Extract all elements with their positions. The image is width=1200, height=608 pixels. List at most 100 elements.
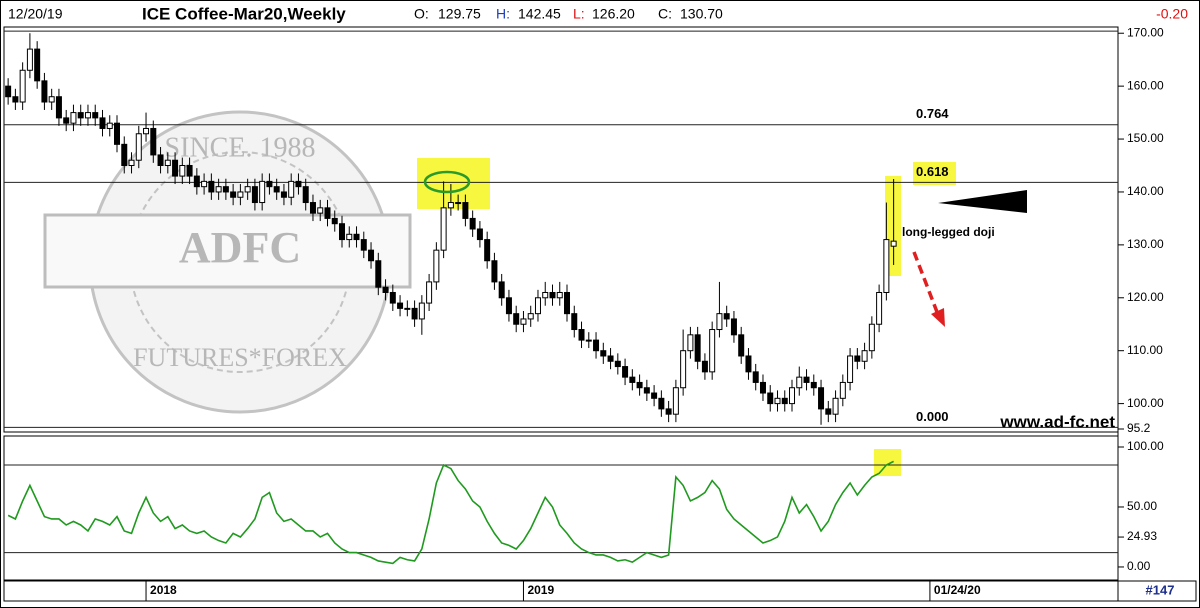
candle-body	[273, 186, 280, 193]
candle-body	[411, 307, 418, 320]
candle-body	[781, 397, 788, 405]
ohlc-value: 129.75	[438, 6, 481, 22]
candle-body	[774, 397, 781, 405]
candle-body	[759, 381, 766, 394]
candle-body	[259, 180, 266, 204]
y-tick-label: 100.00	[1127, 439, 1164, 453]
candle-body	[331, 217, 338, 225]
candle-body	[803, 376, 810, 383]
candle-body	[564, 291, 571, 315]
candle-body	[600, 350, 607, 357]
candle-body	[186, 165, 193, 177]
candle-body	[317, 207, 324, 214]
candle-body	[513, 313, 520, 325]
highlight	[913, 162, 956, 185]
candle-body	[426, 281, 433, 304]
candle-body	[745, 355, 752, 373]
candle-body	[839, 381, 846, 399]
candle-body	[469, 217, 476, 230]
candle-body	[447, 202, 454, 209]
candle-body	[571, 313, 578, 331]
candle-body	[810, 381, 817, 389]
candle-body	[549, 291, 556, 299]
candle-body	[890, 240, 897, 247]
candle-body	[251, 186, 258, 204]
candle-body	[339, 223, 346, 241]
y-tick-label: 160.00	[1127, 78, 1164, 92]
candle-body	[789, 387, 796, 405]
candle-body	[484, 239, 491, 262]
candle-body	[527, 313, 534, 320]
pointer-triangle	[938, 190, 1027, 213]
candle-body	[542, 291, 549, 299]
candle-body	[26, 48, 33, 71]
candle-body	[767, 392, 774, 405]
oscillator-line	[7, 460, 894, 565]
ohlc-label: C:	[658, 6, 672, 22]
candle-body	[491, 260, 498, 283]
level-label: 0.618	[916, 164, 949, 179]
candle-body	[498, 281, 505, 299]
candle-body	[41, 80, 48, 103]
candle-body	[397, 302, 404, 309]
candle-body	[84, 112, 91, 119]
candle-body	[106, 122, 113, 129]
candle-body	[643, 387, 650, 394]
stamp-ring	[88, 110, 392, 414]
y-tick-label: 95.2	[1127, 421, 1151, 435]
stamp-ring	[129, 151, 351, 373]
y-tick-label: 130.00	[1127, 237, 1164, 251]
candle-body	[237, 191, 244, 198]
y-tick-label: 100.00	[1127, 396, 1164, 410]
highlight	[874, 449, 901, 476]
candle-body	[883, 239, 890, 293]
candle-body	[360, 239, 367, 251]
candle-body	[208, 180, 215, 193]
level-label: 0.764	[916, 106, 949, 121]
candle-body	[70, 112, 77, 124]
candle-body	[651, 392, 658, 399]
watermark-text: SINCE. 1988	[165, 132, 316, 163]
candle-body	[534, 297, 541, 315]
candle-body	[694, 334, 701, 362]
ohlc-value: 130.70	[680, 6, 723, 22]
candle-body	[324, 207, 331, 219]
candle-body	[505, 297, 512, 315]
candle-body	[309, 202, 316, 214]
candle-body	[222, 186, 229, 193]
candle-body	[665, 408, 672, 415]
candle-body	[868, 323, 875, 352]
candle-body	[77, 112, 84, 119]
y-tick-label: 0.00	[1127, 559, 1151, 573]
candle-body	[680, 350, 687, 389]
y-tick-label: 120.00	[1127, 290, 1164, 304]
candle-body	[730, 318, 737, 336]
candle-body	[92, 112, 99, 119]
candle-body	[157, 154, 164, 167]
candle-body	[244, 186, 251, 193]
candle-body	[738, 334, 745, 357]
candle-body	[520, 318, 527, 325]
candle-body	[636, 381, 643, 389]
y-tick-label: 110.00	[1127, 343, 1163, 357]
chart-title: ICE Coffee-Mar20,Weekly	[142, 4, 346, 23]
candle-body	[607, 355, 614, 362]
candle-body	[701, 360, 708, 373]
candle-body	[847, 355, 854, 383]
candle-body	[578, 329, 585, 341]
highlight-ellipse	[423, 170, 471, 194]
candle-body	[440, 207, 447, 251]
candle-body	[55, 96, 62, 119]
candle-body	[230, 191, 237, 198]
candle-body	[709, 329, 716, 373]
candle-body	[179, 165, 186, 177]
candle-body	[143, 127, 150, 135]
y-tick-label: 24.93	[1127, 529, 1157, 543]
candle-body	[121, 143, 128, 167]
candle-body	[114, 122, 121, 145]
candle-body	[687, 334, 694, 352]
website: www.ad-fc.net	[999, 412, 1115, 431]
arrow-head	[931, 308, 945, 327]
candle-body	[128, 159, 135, 167]
